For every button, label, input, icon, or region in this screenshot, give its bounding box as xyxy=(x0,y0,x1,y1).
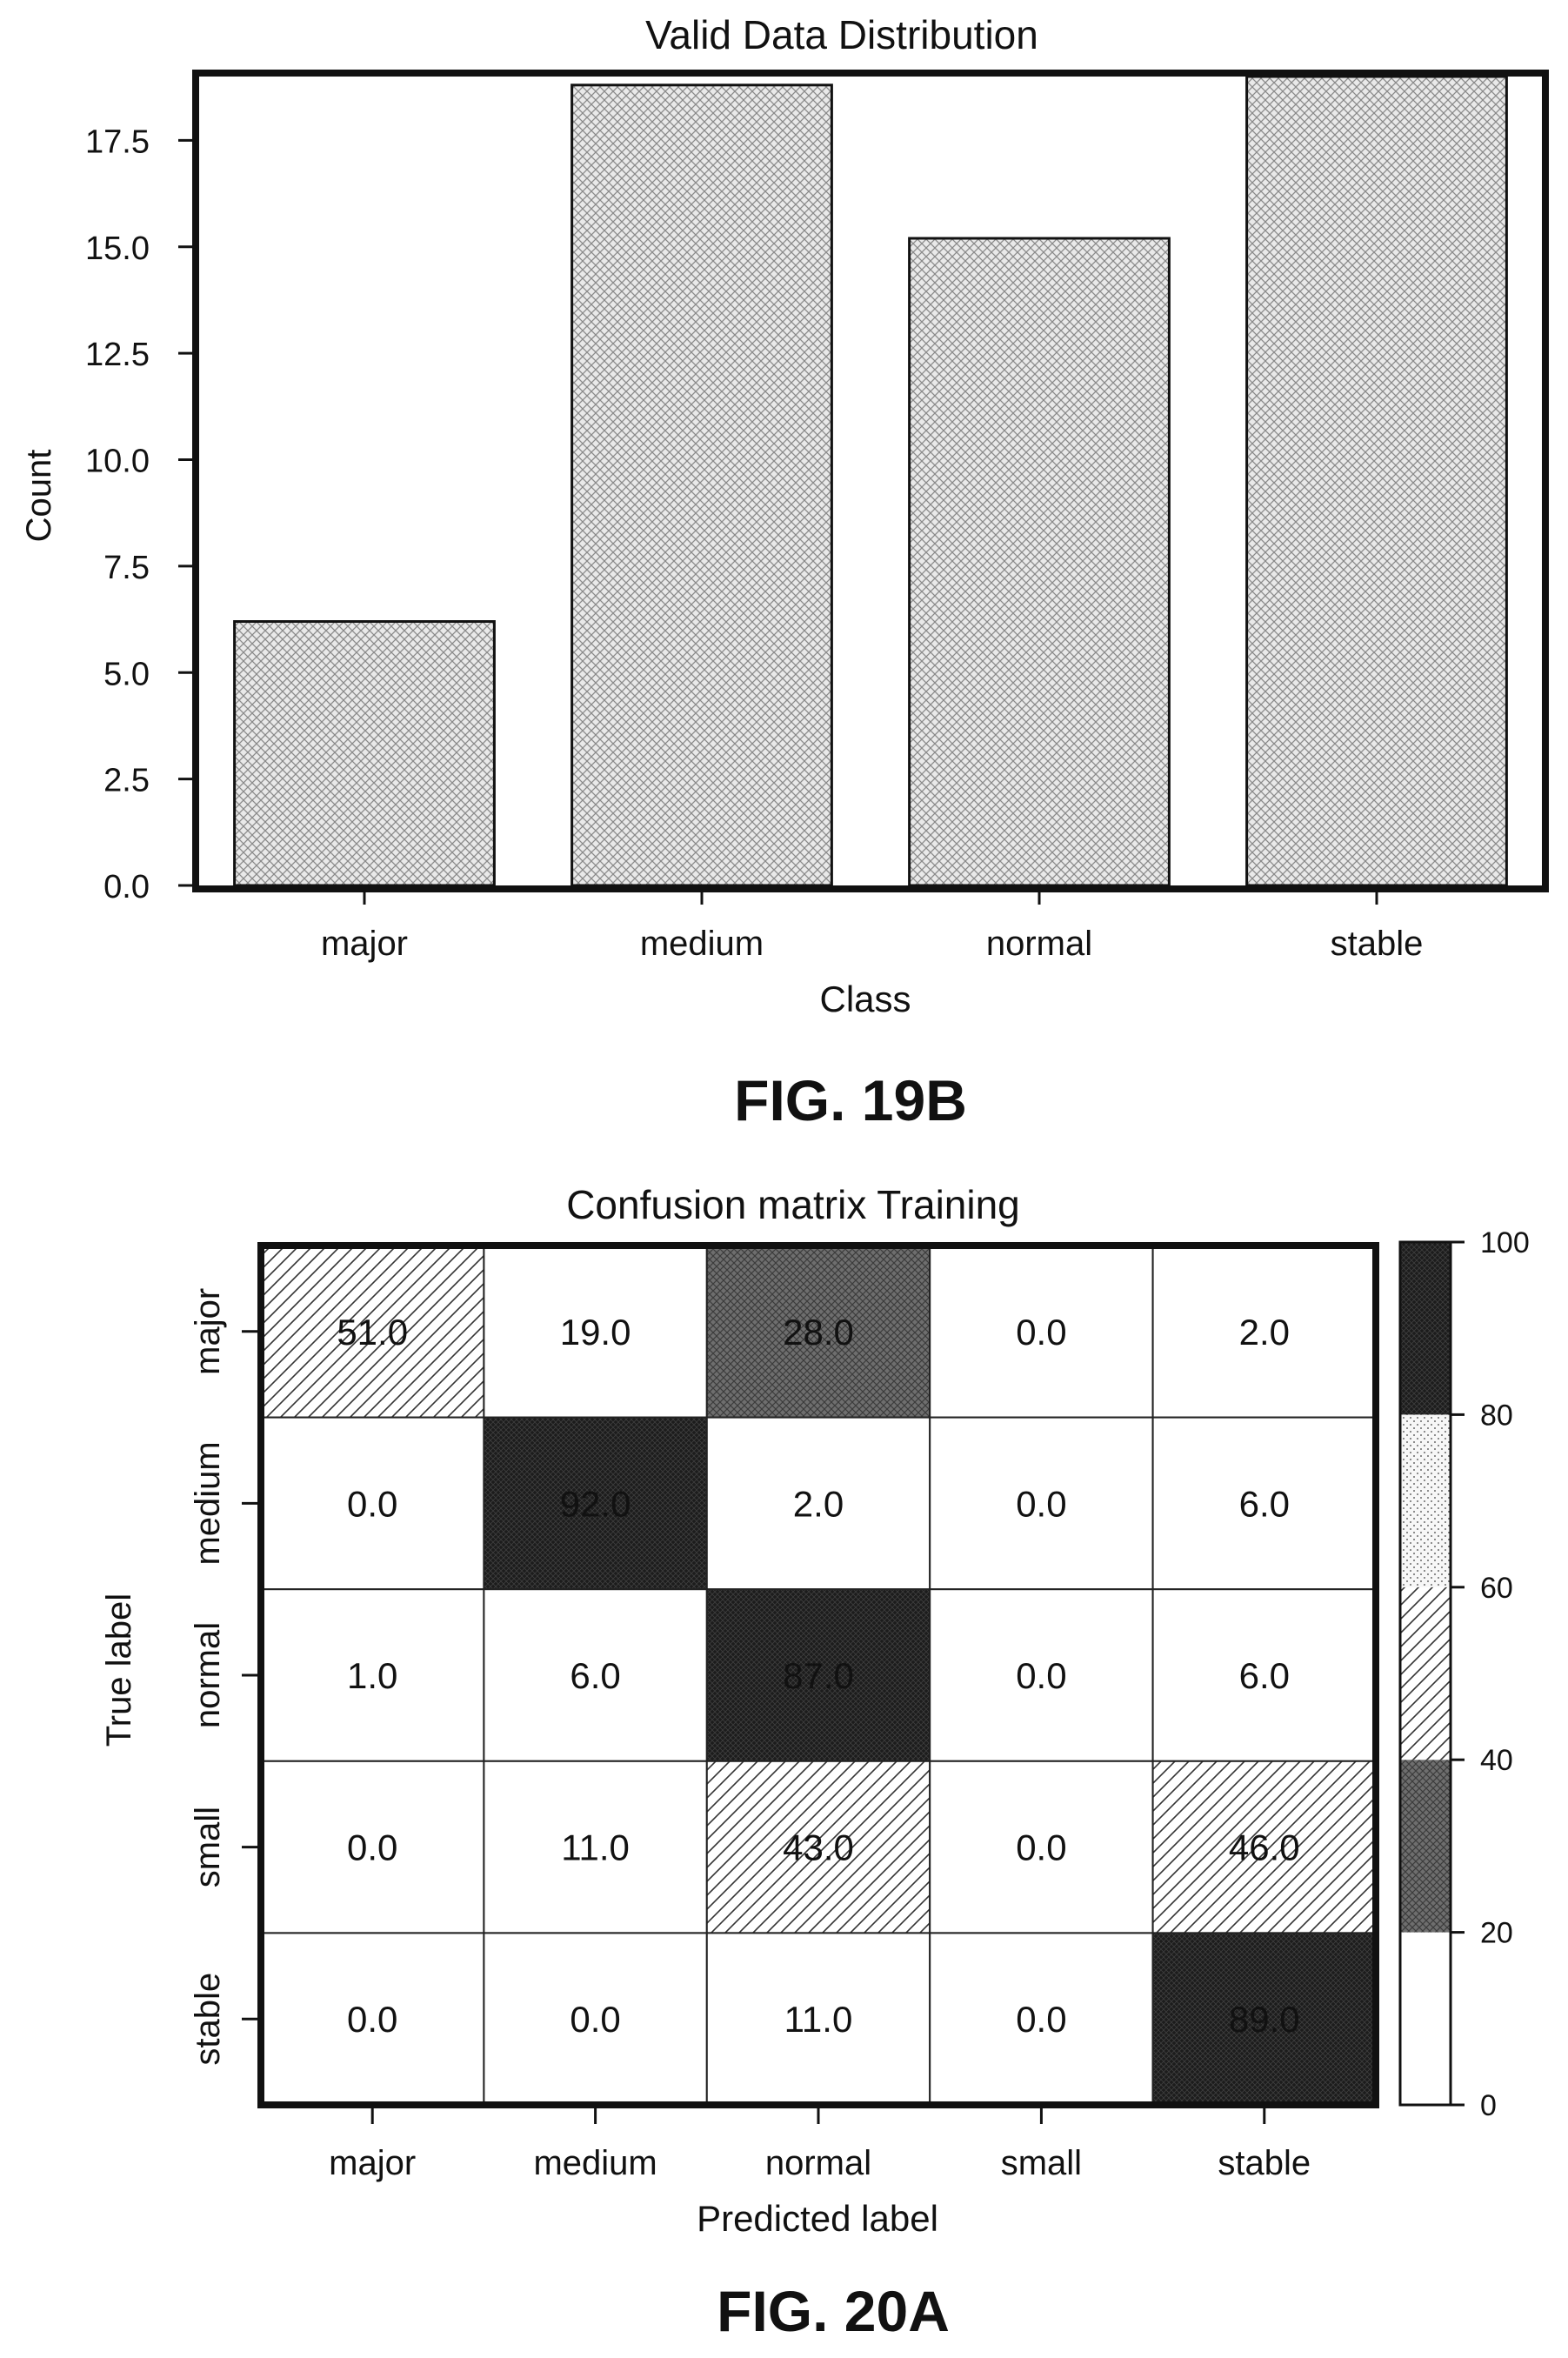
cm-xtick-label-small: small xyxy=(1001,2144,1082,2182)
colorbar-tick-label: 80 xyxy=(1480,1399,1513,1432)
cm-cell xyxy=(929,1760,1154,1934)
cm-cell xyxy=(705,1416,931,1591)
cm-cell-value: 6.0 xyxy=(1239,1483,1290,1524)
colorbar-tick-label: 40 xyxy=(1480,1744,1513,1777)
cm-cell xyxy=(1151,1588,1377,1762)
colorbar-band xyxy=(1400,1760,1451,1933)
cm-cell-value: 0.0 xyxy=(1016,1312,1066,1353)
cm-cell-value: 43.0 xyxy=(783,1827,854,1868)
cm-cell xyxy=(483,1932,708,2106)
bar-xtick-label-major: major xyxy=(321,925,408,963)
bar-stable xyxy=(1245,75,1508,887)
bar-xtick-label-normal: normal xyxy=(986,925,1092,963)
cm-ytick-label-major: major xyxy=(189,1288,227,1375)
cm-cell xyxy=(260,1932,485,2106)
cm-cell-value: 2.0 xyxy=(1239,1312,1290,1353)
confusion-matrix-chart: Confusion matrix Training 51.0 19.0 28.0 0.… xyxy=(100,1182,1530,2343)
cm-cell-value: 46.0 xyxy=(1229,1827,1300,1868)
bar-ytick-label: 10.0 xyxy=(85,444,150,480)
cm-xtick-label-stable: stable xyxy=(1218,2144,1311,2182)
colorbar-tick-label: 20 xyxy=(1480,1917,1513,1950)
cm-cell-value: 6.0 xyxy=(570,1655,620,1696)
colorbar-frame xyxy=(1398,1240,1452,2107)
cm-cell-value: 11.0 xyxy=(784,1999,853,2040)
bar-ytick-label: 0.0 xyxy=(103,869,150,905)
cm-cell-value: 0.0 xyxy=(1016,1655,1066,1696)
colorbar-tick-label: 100 xyxy=(1480,1226,1530,1259)
cm-cell-value: 28.0 xyxy=(783,1312,854,1353)
cm-cell-value: 51.0 xyxy=(337,1312,408,1353)
confusion-matrix-frame xyxy=(257,1242,1379,2108)
colorbar-band xyxy=(1400,1242,1451,1415)
cm-cell xyxy=(260,1245,485,1419)
cm-cell-value: 0.0 xyxy=(1016,1483,1066,1524)
bar-normal xyxy=(908,237,1171,887)
bar-xtick-label-stable: stable xyxy=(1331,925,1424,963)
cm-xtick-label-medium: medium xyxy=(533,2144,657,2182)
cm-ytick-label-normal: normal xyxy=(189,1622,227,1728)
bar-ytick-label: 2.5 xyxy=(103,763,150,799)
colorbar-band xyxy=(1400,1932,1451,2105)
cm-cell-value: 2.0 xyxy=(793,1483,844,1524)
bar-chart-ylabel: Count xyxy=(20,450,58,543)
cm-cell xyxy=(705,1588,931,1762)
colorbar-band xyxy=(1400,1414,1451,1587)
cm-xtick-label-major: major xyxy=(329,2144,416,2182)
cm-cell-value: 89.0 xyxy=(1229,1999,1300,2040)
cm-cell-value: 0.0 xyxy=(1016,1999,1066,2040)
cm-xtick-label-normal: normal xyxy=(765,2144,871,2182)
cm-cell xyxy=(483,1760,708,1934)
bar-ytick-label: 15.0 xyxy=(85,230,150,267)
figure-caption-19b: FIG. 19B xyxy=(734,1068,967,1132)
bar-ytick-label: 17.5 xyxy=(85,124,150,160)
colorbar-tick-label: 60 xyxy=(1480,1572,1513,1605)
figure-caption-20a: FIG. 20A xyxy=(717,2279,950,2343)
bar-ytick-label: 7.5 xyxy=(103,550,150,586)
cm-cell-value: 87.0 xyxy=(783,1655,854,1696)
cm-cell xyxy=(260,1760,485,1934)
cm-cell-value: 0.0 xyxy=(347,1483,397,1524)
bar-chart: Valid Data Distribution 0.0 2.5 5.0 7.5 10.0… xyxy=(20,12,1549,1132)
cm-cell xyxy=(1151,1416,1377,1591)
confusion-matrix-title: Confusion matrix Training xyxy=(566,1182,1020,1227)
bar-chart-title: Valid Data Distribution xyxy=(645,12,1038,57)
cm-cell xyxy=(1151,1932,1377,2106)
cm-cell xyxy=(705,1760,931,1934)
bar-medium xyxy=(570,83,833,887)
cm-cell-value: 11.0 xyxy=(561,1827,630,1868)
confusion-matrix-ylabel: True label xyxy=(100,1593,138,1747)
cm-cell-value: 1.0 xyxy=(347,1655,397,1696)
cm-cell-value: 0.0 xyxy=(570,1999,620,2040)
cm-cell-value: 6.0 xyxy=(1239,1655,1290,1696)
cm-cell xyxy=(260,1416,485,1591)
cm-cell-value: 92.0 xyxy=(560,1483,631,1524)
confusion-matrix-xlabel: Predicted label xyxy=(697,2198,938,2239)
colorbar: 0 20 40 60 80 100 xyxy=(1398,1226,1530,2122)
bar-ytick-label: 5.0 xyxy=(103,656,150,692)
cm-ytick-label-small: small xyxy=(189,1807,227,1887)
cm-ytick-label-medium: medium xyxy=(189,1441,227,1565)
bar-chart-xlabel: Class xyxy=(819,979,911,1019)
cm-ytick-label-stable: stable xyxy=(189,1973,227,2066)
bar-xtick-label-medium: medium xyxy=(640,925,764,963)
colorbar-tick-label: 0 xyxy=(1480,2089,1497,2122)
colorbar-band xyxy=(1400,1586,1451,1760)
cm-cell xyxy=(705,1932,931,2106)
cm-cell xyxy=(929,1416,1154,1591)
cm-cell-value: 0.0 xyxy=(347,1827,397,1868)
cm-cell xyxy=(483,1416,708,1591)
cm-cell-value: 19.0 xyxy=(560,1312,631,1353)
bar-major xyxy=(233,620,496,887)
cm-cell xyxy=(260,1588,485,1762)
bar-ytick-label: 12.5 xyxy=(85,337,150,373)
cm-cell xyxy=(929,1245,1154,1419)
cm-cell-value: 0.0 xyxy=(1016,1827,1066,1868)
cm-cell-value: 0.0 xyxy=(347,1999,397,2040)
